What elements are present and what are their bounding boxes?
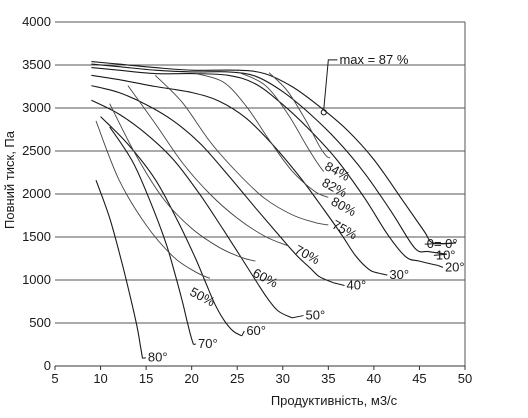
series-label: 30° [389, 267, 409, 282]
series-line-10deg [91, 63, 447, 255]
series-leader [241, 330, 245, 337]
x-tick-label: 50 [458, 371, 472, 386]
y-tick-label: 1000 [22, 272, 51, 287]
series-line-20deg [91, 67, 438, 266]
series-label: 0= 0° [427, 236, 458, 251]
labels: 0= 0°10°20°30°40°50°60°70°80°84%82%80%75… [148, 52, 465, 365]
series-leader [378, 272, 388, 276]
efficiency-curve-82pct [237, 71, 325, 172]
x-tick-label: 40 [367, 371, 381, 386]
max-efficiency-marker [320, 109, 327, 116]
x-tick-label: 30 [276, 371, 290, 386]
series-leader [291, 315, 304, 319]
x-tick-label: 15 [139, 371, 153, 386]
y-tick-label: 2000 [22, 186, 51, 201]
series-label: 80° [148, 350, 168, 365]
efficiency-label: 50% [188, 284, 218, 310]
x-tick-label: 45 [412, 371, 426, 386]
series-label: 10° [436, 247, 456, 262]
series-leader [332, 282, 345, 286]
blade-angle-curves [91, 61, 456, 359]
y-tick-label: 4000 [22, 14, 51, 29]
series-leader [193, 343, 197, 345]
y-tick-label: 2500 [22, 143, 51, 158]
series-line-70deg [109, 126, 195, 345]
efficiency-curve-84pct [268, 72, 331, 159]
axes: 0 500 1000 1500 2000 2500 3000 3500 4000 5 10 15 20 2… [22, 14, 472, 386]
efficiency-curve-80pct [196, 73, 329, 198]
series-leader [437, 264, 444, 268]
y-tick-label: 0 [44, 358, 51, 373]
max-efficiency-leader [323, 59, 338, 110]
series-label: 50° [306, 308, 326, 323]
series-line-00deg [91, 61, 456, 245]
efficiency-curve-50pct [95, 120, 211, 279]
series-line-80deg [95, 180, 144, 359]
x-tick-label: 35 [321, 371, 335, 386]
x-tick-label: 5 [51, 371, 58, 386]
efficiency-curve-60pct [109, 103, 256, 262]
y-tick-label: 1500 [22, 229, 51, 244]
x-tick-label: 20 [184, 371, 198, 386]
efficiency-curve-70pct [127, 85, 288, 247]
series-line-50deg [91, 99, 293, 319]
series-line-40deg [91, 85, 334, 284]
x-tick-label: 10 [93, 371, 107, 386]
efficiency-label: 80% [329, 194, 359, 220]
series-line-60deg [100, 116, 243, 337]
series-leader [424, 242, 456, 245]
series-label: 20° [445, 259, 465, 274]
y-axis-title: Повний тиск, Па [2, 130, 17, 229]
y-tick-label: 3000 [22, 100, 51, 115]
series-leader [433, 253, 447, 256]
efficiency-curves [95, 71, 331, 279]
efficiency-label: 60% [250, 265, 280, 291]
max-efficiency-label: max = 87 % [339, 52, 408, 67]
efficiency-label: 70% [292, 242, 322, 268]
series-label: 70° [198, 336, 218, 351]
series-leader [142, 357, 147, 359]
series-label: 60° [246, 323, 266, 338]
efficiency-curve-75pct [154, 74, 329, 226]
y-tick-label: 3500 [22, 57, 51, 72]
series-label: 40° [347, 277, 367, 292]
x-axis-title: Продуктивність, м3/с [271, 393, 398, 408]
y-tick-label: 500 [29, 315, 51, 330]
x-tick-label: 25 [230, 371, 244, 386]
